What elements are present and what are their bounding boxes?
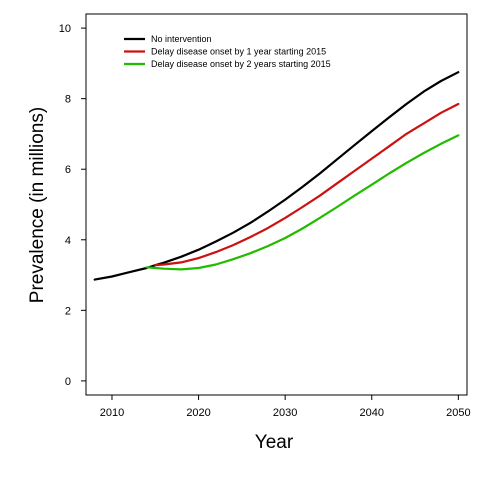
y-tick-label: 4 [65,235,71,247]
y-tick-label: 6 [65,164,71,176]
x-axis: 2010 2020 2030 2040 2050 [100,395,471,419]
plot-border [85,13,468,396]
series-line-delay-disease-onset-by-1-year-starting-2015 [154,102,460,267]
series-layer [93,71,460,281]
y-tick-label: 0 [65,376,71,388]
plot-frame [85,13,468,396]
x-axis-title: Year [255,432,294,453]
y-tick-label: 8 [65,94,71,106]
series-line-no-intervention [93,71,460,281]
series-line-delay-disease-onset-by-2-years-starting-2015 [145,134,460,271]
x-tick-label: 2050 [446,407,470,419]
y-axis: 0 2 4 6 8 10 [59,23,86,388]
x-tick-label: 2030 [273,407,297,419]
y-tick-label: 2 [65,305,71,317]
x-tick-label: 2040 [360,407,384,419]
legend-label: No intervention [151,34,212,44]
y-axis-title: Prevalence (in millions) [27,107,48,303]
legend-label: Delay disease onset by 1 year starting 2… [151,47,326,57]
y-tick-label: 10 [59,23,71,35]
legend: No intervention Delay disease onset by 1 … [124,34,331,69]
x-tick-label: 2020 [186,407,210,419]
x-tick-label: 2010 [100,407,124,419]
legend-label: Delay disease onset by 2 years starting … [151,59,331,69]
